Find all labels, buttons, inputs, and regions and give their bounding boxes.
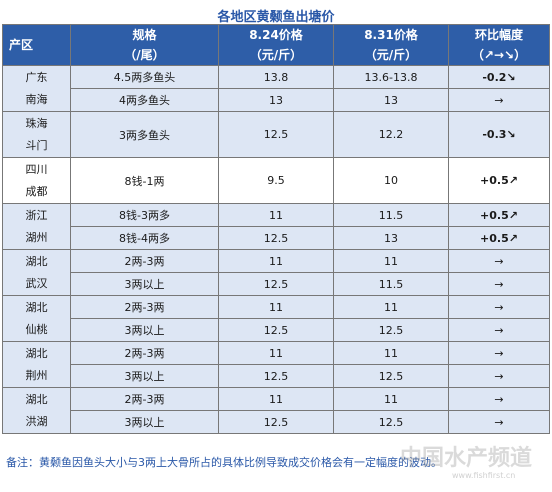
table-row: 广东 南海 4.5两多鱼头 13.8 13.6-13.8 -0.2↘ bbox=[2, 65, 550, 112]
change-cell: +0.5↗ bbox=[448, 226, 550, 250]
price-824-cell: 12.5 bbox=[218, 111, 334, 158]
watermark-logo: 中国水产频道 bbox=[400, 446, 533, 471]
price-831-cell: 13 bbox=[333, 226, 449, 250]
change-cell: → bbox=[448, 249, 550, 273]
spec-cell: 3两多鱼头 bbox=[70, 111, 219, 158]
change-cell: +0.5↗ bbox=[448, 157, 550, 204]
region-cell: 四川 成都 bbox=[2, 157, 71, 204]
table-row: 3两以上 12.5 12.5 → bbox=[3, 410, 550, 434]
change-cell: +0.5↗ bbox=[448, 203, 550, 227]
region-cell: 湖北 武汉 bbox=[2, 249, 71, 296]
price-831-cell: 13.6-13.8 bbox=[333, 65, 449, 89]
price-831-cell: 11.5 bbox=[333, 272, 449, 296]
table-row: 浙江 湖州 8钱-3两多 11 11.5 +0.5↗ bbox=[2, 203, 550, 250]
price-824-cell: 9.5 bbox=[218, 157, 334, 204]
region-cell: 浙江 湖州 bbox=[2, 203, 71, 250]
watermark-url: www.fishfirst.cn bbox=[452, 471, 516, 480]
change-cell: → bbox=[448, 364, 550, 388]
region-cell: 广东 南海 bbox=[2, 65, 71, 112]
change-cell: → bbox=[448, 410, 550, 434]
footnote: 备注：黄颡鱼因鱼头大小与3两上大骨所占的具体比例导致成交价格会有一定幅度的波动。 bbox=[6, 456, 442, 469]
change-cell: → bbox=[448, 341, 550, 365]
table-row: 3两以上 12.5 11.5 → bbox=[3, 272, 550, 296]
header-region: 产区 bbox=[2, 24, 71, 66]
region-cell: 珠海 斗门 bbox=[2, 111, 71, 158]
table-body: 广东 南海 4.5两多鱼头 13.8 13.6-13.8 -0.2↘ 4两多鱼头 13 13 → 珠… bbox=[2, 65, 550, 434]
price-831-cell: 12.2 bbox=[333, 111, 449, 158]
price-831-cell: 10 bbox=[333, 157, 449, 204]
region-cell: 湖北 洪湖 bbox=[2, 387, 71, 434]
spec-cell: 8钱-1两 bbox=[70, 157, 219, 204]
price-824-cell: 12.5 bbox=[218, 272, 334, 296]
spec-cell: 3两以上 bbox=[70, 410, 219, 434]
table-row: 湖北 荆州 2两-3两 11 11 → bbox=[2, 341, 550, 388]
price-824-cell: 13 bbox=[218, 88, 334, 112]
price-831-cell: 12.5 bbox=[333, 364, 449, 388]
spec-cell: 3两以上 bbox=[70, 272, 219, 296]
table-row: 湖北 武汉 2两-3两 11 11 → bbox=[2, 249, 550, 296]
header-row: 产区 规格 （/尾） 8.24价格 （元/斤） 8.31价格 （元/斤） 环比幅度 （↗… bbox=[2, 24, 550, 66]
price-824-cell: 12.5 bbox=[218, 226, 334, 250]
change-cell: -0.3↘ bbox=[448, 111, 550, 158]
price-831-cell: 12.5 bbox=[333, 410, 449, 434]
change-cell: → bbox=[448, 272, 550, 296]
spec-cell: 2两-3两 bbox=[70, 341, 219, 365]
price-831-cell: 13 bbox=[333, 88, 449, 112]
price-831-cell: 11.5 bbox=[333, 203, 449, 227]
price-831-cell: 11 bbox=[333, 341, 449, 365]
price-824-cell: 11 bbox=[218, 387, 334, 411]
price-831-cell: 11 bbox=[333, 295, 449, 319]
price-831-cell: 11 bbox=[333, 249, 449, 273]
table-row: 湖北 仙桃 2两-3两 11 11 → bbox=[2, 295, 550, 342]
table-row: 3两以上 12.5 12.5 → bbox=[3, 318, 550, 342]
table-row: 4两多鱼头 13 13 → bbox=[3, 88, 550, 112]
header-price-824: 8.24价格 （元/斤） bbox=[218, 24, 334, 66]
change-cell: -0.2↘ bbox=[448, 65, 550, 89]
price-824-cell: 13.8 bbox=[218, 65, 334, 89]
price-824-cell: 12.5 bbox=[218, 318, 334, 342]
spec-cell: 2两-3两 bbox=[70, 387, 219, 411]
change-cell: → bbox=[448, 387, 550, 411]
spec-cell: 4.5两多鱼头 bbox=[70, 65, 219, 89]
price-824-cell: 11 bbox=[218, 295, 334, 319]
spec-cell: 8钱-4两多 bbox=[70, 226, 219, 250]
spec-cell: 3两以上 bbox=[70, 318, 219, 342]
spec-cell: 3两以上 bbox=[70, 364, 219, 388]
region-cell: 湖北 仙桃 bbox=[2, 295, 71, 342]
header-change: 环比幅度 （↗→↘） bbox=[448, 24, 550, 66]
price-824-cell: 12.5 bbox=[218, 364, 334, 388]
price-831-cell: 12.5 bbox=[333, 318, 449, 342]
spec-cell: 2两-3两 bbox=[70, 295, 219, 319]
header-spec: 规格 （/尾） bbox=[70, 24, 219, 66]
change-cell: → bbox=[448, 88, 550, 112]
table-title: 各地区黄颡鱼出塘价 bbox=[217, 10, 335, 25]
change-cell: → bbox=[448, 295, 550, 319]
table-row: 湖北 洪湖 2两-3两 11 11 → bbox=[2, 387, 550, 434]
price-table: 产区 规格 （/尾） 8.24价格 （元/斤） 8.31价格 （元/斤） 环比幅度 （↗… bbox=[2, 24, 550, 434]
price-824-cell: 11 bbox=[218, 341, 334, 365]
table-row: 3两以上 12.5 12.5 → bbox=[3, 364, 550, 388]
change-cell: → bbox=[448, 318, 550, 342]
region-cell: 湖北 荆州 bbox=[2, 341, 71, 388]
spec-cell: 4两多鱼头 bbox=[70, 88, 219, 112]
price-824-cell: 12.5 bbox=[218, 410, 334, 434]
price-831-cell: 11 bbox=[333, 387, 449, 411]
spec-cell: 8钱-3两多 bbox=[70, 203, 219, 227]
table-row: 珠海 斗门 3两多鱼头 12.5 12.2 -0.3↘ bbox=[2, 111, 550, 158]
price-824-cell: 11 bbox=[218, 249, 334, 273]
header-price-831: 8.31价格 （元/斤） bbox=[333, 24, 449, 66]
table-row: 四川 成都 8钱-1两 9.5 10 +0.5↗ bbox=[2, 157, 550, 204]
spec-cell: 2两-3两 bbox=[70, 249, 219, 273]
price-824-cell: 11 bbox=[218, 203, 334, 227]
table-row: 8钱-4两多 12.5 13 +0.5↗ bbox=[3, 226, 550, 250]
